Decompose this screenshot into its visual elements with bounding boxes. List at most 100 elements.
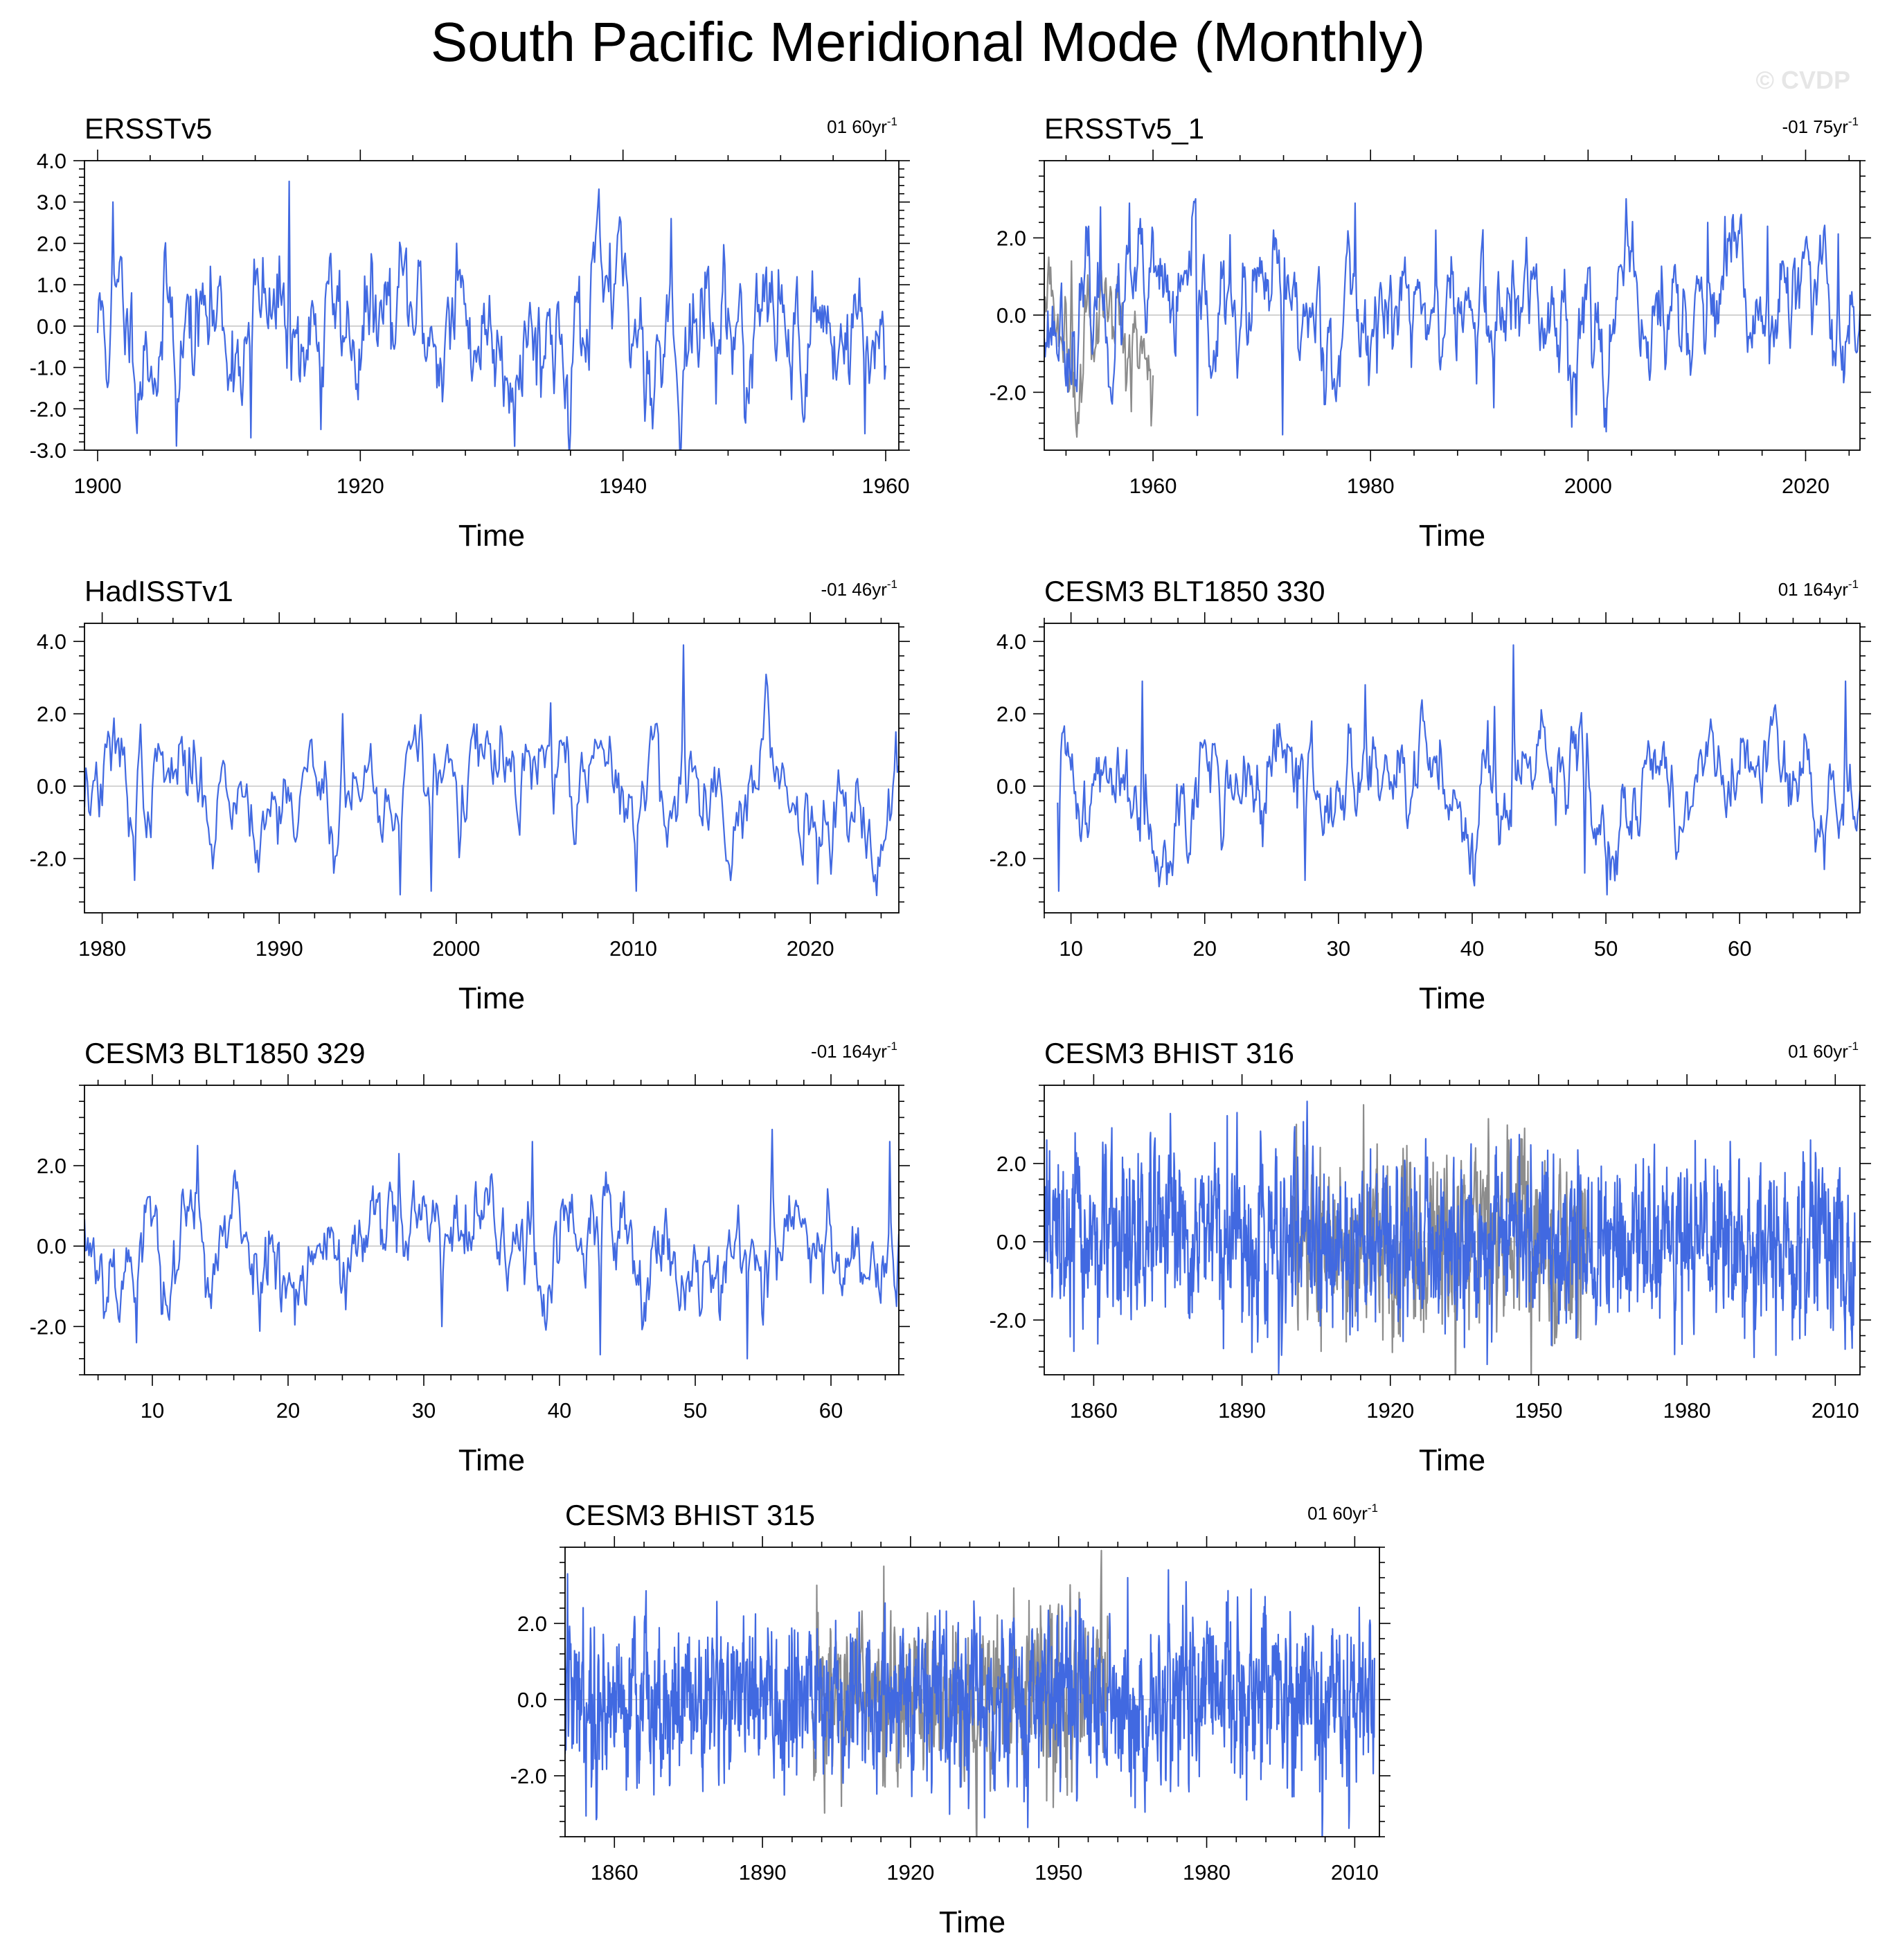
plot-frame: [1044, 1085, 1861, 1375]
x-tick-label: 2010: [1812, 1398, 1859, 1423]
series-line-ersstv5-1: [1044, 198, 1860, 436]
x-tick-label: 60: [819, 1398, 843, 1423]
y-tick-label: 0.0: [996, 774, 1026, 799]
series-line-cesm3-bhist-315: [565, 1569, 1375, 1837]
chart-panel-6: CESM3 BHIST 316 01 60yr-1 1860 1890 1920 1950…: [990, 1037, 1871, 1477]
y-tick-label: 2.0: [996, 702, 1026, 727]
x-tick-label: 1980: [1347, 474, 1395, 498]
x-axis-title: Time: [1419, 519, 1485, 553]
x-tick-label: 1990: [256, 936, 303, 961]
x-tick-label: 1920: [886, 1860, 934, 1885]
x-tick-label: 1980: [1183, 1860, 1231, 1885]
y-tick-label: 1.0: [37, 273, 66, 297]
series-group: [1057, 644, 1860, 896]
panel-title: CESM3 BHIST 316: [1044, 1037, 1294, 1069]
trend-exponent: -1: [887, 115, 897, 128]
trend-label: 01 60yr-1: [827, 115, 897, 137]
x-tick-label: 1900: [73, 474, 121, 498]
x-tick-label: 1860: [1070, 1398, 1118, 1423]
y-tick-label: 2.0: [37, 231, 66, 256]
x-tick-label: 2000: [1564, 474, 1612, 498]
plot-frame: [84, 160, 900, 451]
x-tick-label: 40: [548, 1398, 571, 1423]
trend-exponent: -1: [1848, 578, 1859, 591]
y-tick-label: -2.0: [30, 397, 66, 421]
x-tick-label: 40: [1460, 936, 1484, 961]
chart-panel-3: HadISSTv1 -01 46yr-1 1980 1990 2000 2010 2020 -…: [30, 575, 910, 1015]
x-tick-label: 2000: [432, 936, 480, 961]
y-tick-label: -2.0: [30, 1315, 66, 1339]
x-tick-label: 20: [276, 1398, 300, 1423]
y-tick-label: -2.0: [990, 1308, 1026, 1333]
y-tick-label: 2.0: [37, 702, 66, 727]
x-axis-title: Time: [1419, 1443, 1485, 1477]
trend-label: 01 60yr-1: [1307, 1502, 1378, 1524]
y-tick-label: 0.0: [517, 1688, 547, 1712]
x-tick-label: 2010: [1331, 1860, 1379, 1885]
y-tick-label: 3.0: [37, 190, 66, 215]
y-tick-label: 0.0: [37, 1234, 66, 1258]
x-tick-label: 30: [1327, 936, 1350, 961]
y-tick-label: 0.0: [996, 1230, 1026, 1254]
series-line-hadisstv1: [84, 644, 899, 896]
x-tick-label: 1980: [1663, 1398, 1711, 1423]
series-group: [96, 180, 887, 450]
series-group: [1044, 198, 1860, 438]
x-tick-label: 50: [683, 1398, 707, 1423]
x-axis-title: Time: [458, 519, 525, 553]
y-tick-label: 4.0: [37, 630, 66, 654]
y-tick-label: 4.0: [996, 630, 1026, 654]
panel-title: CESM3 BHIST 315: [565, 1499, 815, 1531]
panel-title: CESM3 BLT1850 330: [1044, 575, 1325, 607]
trend-exponent: -1: [1848, 1040, 1859, 1053]
x-tick-label: 1890: [1218, 1398, 1266, 1423]
x-tick-label: 1860: [591, 1860, 638, 1885]
x-tick-label: 1980: [78, 936, 126, 961]
chart-panel-2: ERSSTv5_1 -01 75yr-1 1960 1980 2000 2020 -2.0 0…: [990, 112, 1871, 553]
x-tick-label: 1890: [739, 1860, 787, 1885]
x-tick-label: 1960: [1129, 474, 1177, 498]
series-line-ersstv5: [96, 180, 887, 450]
trend-exponent: -1: [887, 578, 897, 591]
chart-panel-1: ERSSTv5 01 60yr-1 1900 1920 1940 1960 -3.0 -2.0…: [30, 112, 910, 553]
x-tick-label: 20: [1192, 936, 1216, 961]
series-group: [565, 1549, 1375, 1837]
plot-frame: [84, 1085, 900, 1375]
trend-label: 01 164yr-1: [1778, 578, 1859, 600]
x-tick-label: 2020: [1782, 474, 1830, 498]
panels: ERSSTv5 01 60yr-1 1900 1920 1940 1960 -3.0 -2.0…: [30, 112, 1871, 1939]
trend-label: 01 60yr-1: [1788, 1040, 1859, 1062]
x-tick-label: 50: [1594, 936, 1618, 961]
chart-panel-7: CESM3 BHIST 315 01 60yr-1 1860 1890 1920 1950…: [510, 1499, 1390, 1939]
series-group: [84, 1128, 899, 1360]
x-axis-title: Time: [458, 1443, 525, 1477]
cvdp-watermark: © CVDP: [1755, 66, 1850, 94]
panel-title: ERSSTv5: [84, 112, 212, 145]
plot-frame: [1044, 623, 1861, 914]
y-tick-label: 2.0: [996, 226, 1026, 250]
y-tick-label: -2.0: [990, 380, 1026, 404]
trend-label: -01 46yr-1: [821, 578, 897, 600]
x-tick-label: 1940: [599, 474, 647, 498]
y-tick-label: 2.0: [517, 1612, 547, 1636]
trend-exponent: -1: [1368, 1502, 1378, 1515]
x-tick-label: 1920: [1366, 1398, 1414, 1423]
x-axis-title: Time: [939, 1905, 1005, 1939]
x-tick-label: 2010: [609, 936, 657, 961]
x-tick-label: 1950: [1514, 1398, 1562, 1423]
trend-exponent: -1: [887, 1040, 897, 1053]
y-tick-label: 0.0: [37, 314, 66, 339]
series-line-cesm3-blt1850-329: [84, 1128, 899, 1360]
x-tick-label: 1920: [337, 474, 384, 498]
trend-label: -01 164yr-1: [811, 1040, 897, 1062]
panel-title: CESM3 BLT1850 329: [84, 1037, 365, 1069]
trend-exponent: -1: [1848, 115, 1859, 128]
series-line-cesm3-blt1850-330: [1057, 644, 1860, 896]
x-tick-label: 60: [1728, 936, 1751, 961]
y-tick-label: 0.0: [37, 774, 66, 799]
y-tick-label: 2.0: [996, 1152, 1026, 1176]
x-axis-title: Time: [1419, 981, 1485, 1015]
plot-frame: [1044, 160, 1861, 451]
x-tick-label: 1950: [1035, 1860, 1082, 1885]
